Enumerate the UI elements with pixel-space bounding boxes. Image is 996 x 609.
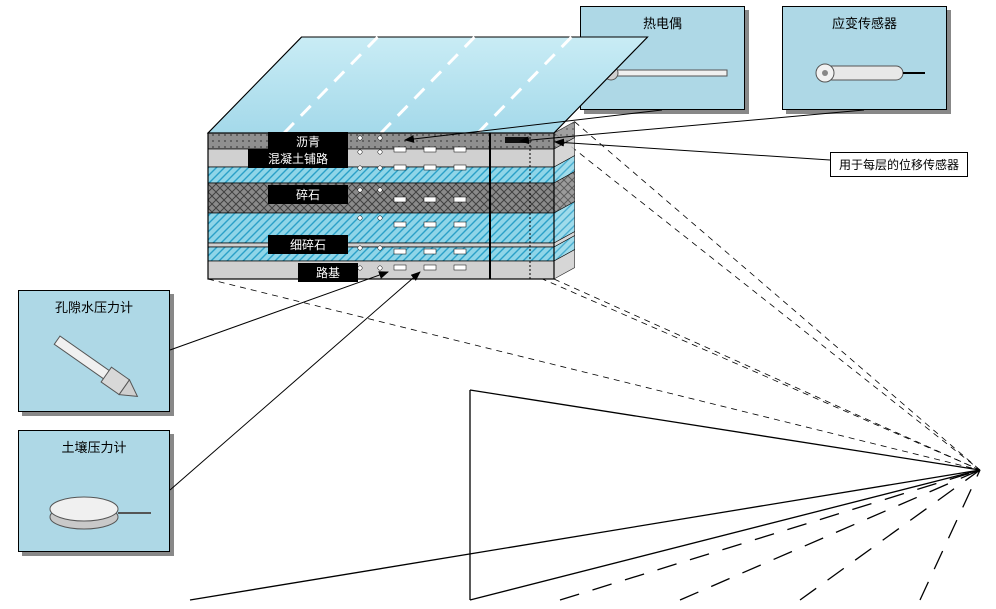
layer-label: 路基 [298,263,358,282]
displacement-sensor-label: 用于每层的位移传感器 [830,152,968,177]
side-label-text: 用于每层的位移传感器 [839,158,959,172]
road-cross-section [0,0,996,609]
layer-label: 混凝土铺路 [248,149,348,168]
layer-label: 碎石 [268,185,348,204]
layer-label: 细碎石 [268,235,348,254]
